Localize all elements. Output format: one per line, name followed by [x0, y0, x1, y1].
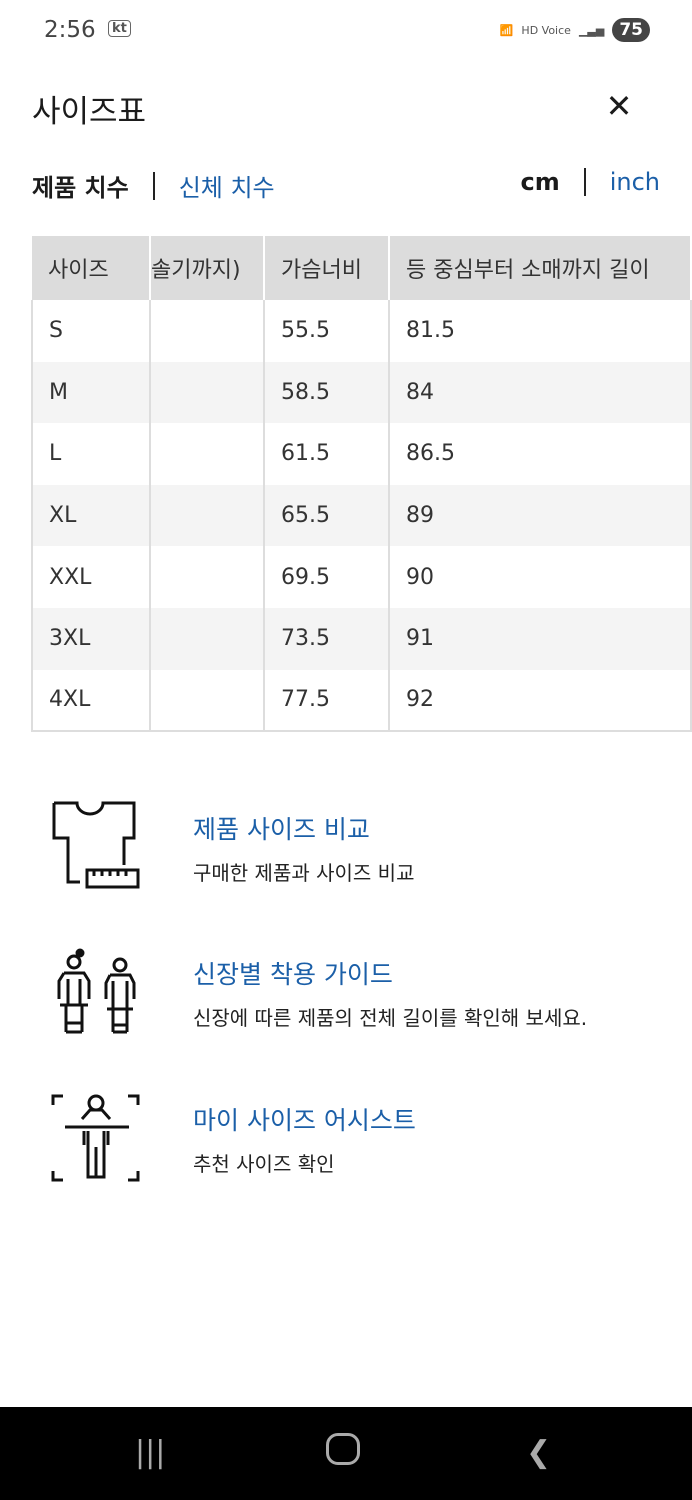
wifi-icon: 📶 — [499, 23, 514, 37]
people-height-icon — [57, 948, 136, 1034]
unit-inch[interactable]: inch — [609, 168, 660, 196]
feature-title[interactable]: 제품 사이즈 비교 — [193, 815, 370, 844]
feature-title[interactable]: 마이 사이즈 어시스트 — [193, 1106, 416, 1135]
table-cell: 69.5 — [264, 546, 390, 608]
feature-desc: 추천 사이즈 확인 — [193, 1152, 335, 1176]
table-cell: 90 — [389, 546, 692, 608]
table-row: XL 65.5 89 — [31, 484, 692, 547]
measurement-tabs: 제품 치수 신체 치수 — [32, 168, 275, 203]
table-cell: XL — [31, 484, 151, 547]
table-cell: 92 — [389, 669, 692, 733]
signal-icon: ▁▃▅ — [578, 23, 605, 37]
table-cell: 65.5 — [264, 484, 390, 547]
column-header: 가슴너비 — [264, 236, 390, 300]
recent-apps-icon[interactable]: ||| — [135, 1435, 166, 1470]
shirt-ruler-icon — [52, 801, 140, 889]
column-header: 사이즈 — [32, 236, 151, 300]
unit-toggle: cm inch — [520, 168, 660, 196]
table-cell: S — [31, 300, 151, 362]
divider — [583, 168, 586, 196]
tab-body-measurements[interactable]: 신체 치수 — [178, 174, 275, 202]
divider — [152, 171, 155, 200]
table-cell — [150, 669, 265, 733]
table-cell: XXL — [31, 546, 151, 608]
size-table: 사이즈 솔기까지) 가슴너비 등 중심부터 소매까지 길이 S 55.5 81.5 M… — [31, 236, 692, 733]
table-cell: 77.5 — [264, 669, 390, 733]
table-row: M 58.5 84 — [31, 361, 692, 424]
table-cell: 91 — [389, 607, 692, 670]
table-cell — [150, 361, 265, 424]
table-cell — [150, 546, 265, 608]
feature-compare-size[interactable]: 제품 사이즈 비교 구매한 제품과 사이즈 비교 — [0, 800, 692, 910]
table-cell: 73.5 — [264, 607, 390, 670]
table-cell: 86.5 — [389, 423, 692, 485]
table-row: 4XL 77.5 92 — [31, 669, 692, 733]
table-cell: 3XL — [31, 607, 151, 670]
table-cell — [150, 423, 265, 485]
table-cell: 84 — [389, 361, 692, 424]
table-cell: M — [31, 361, 151, 424]
close-icon[interactable]: ✕ — [605, 87, 633, 125]
table-cell: L — [31, 423, 151, 485]
table-cell: 4XL — [31, 669, 151, 733]
feature-desc: 신장에 따른 제품의 전체 길이를 확인해 보세요. — [193, 1006, 588, 1030]
carrier-badge: kt — [108, 20, 131, 37]
table-row: 3XL 73.5 91 — [31, 607, 692, 670]
back-icon[interactable]: ❮ — [526, 1435, 552, 1470]
feature-title[interactable]: 신장별 착용 가이드 — [193, 960, 393, 989]
table-cell: 58.5 — [264, 361, 390, 424]
hd-voice-icon: HD Voice — [521, 23, 571, 37]
home-icon[interactable] — [326, 1433, 360, 1465]
feature-desc: 구매한 제품과 사이즈 비교 — [193, 861, 415, 885]
status-bar: 2:56 kt 📶 HD Voice ▁▃▅ 75 — [0, 0, 692, 62]
battery-indicator: 75 — [612, 18, 650, 42]
table-row: XXL 69.5 90 — [31, 546, 692, 608]
table-row: L 61.5 86.5 — [31, 423, 692, 485]
table-cell: 55.5 — [264, 300, 390, 362]
table-cell — [150, 300, 265, 362]
table-cell: 81.5 — [389, 300, 692, 362]
unit-cm[interactable]: cm — [520, 168, 560, 196]
page-title: 사이즈표 — [32, 94, 147, 130]
column-header: 등 중심부터 소매까지 길이 — [389, 236, 692, 300]
body-scan-icon — [51, 1094, 140, 1182]
tab-product-measurements[interactable]: 제품 치수 — [32, 174, 129, 202]
table-cell: 61.5 — [264, 423, 390, 485]
table-cell — [150, 484, 265, 547]
table-cell: 89 — [389, 484, 692, 547]
feature-height-guide[interactable]: 신장별 착용 가이드 신장에 따른 제품의 전체 길이를 확인해 보세요. — [0, 945, 692, 1055]
table-cell — [150, 607, 265, 670]
table-row: S 55.5 81.5 — [31, 300, 692, 362]
system-nav-bar: ||| ❮ — [0, 1407, 692, 1500]
feature-my-size-assist[interactable]: 마이 사이즈 어시스트 추천 사이즈 확인 — [0, 1091, 692, 1201]
status-time: 2:56 — [44, 17, 96, 43]
column-header: 솔기까지) — [150, 236, 265, 300]
